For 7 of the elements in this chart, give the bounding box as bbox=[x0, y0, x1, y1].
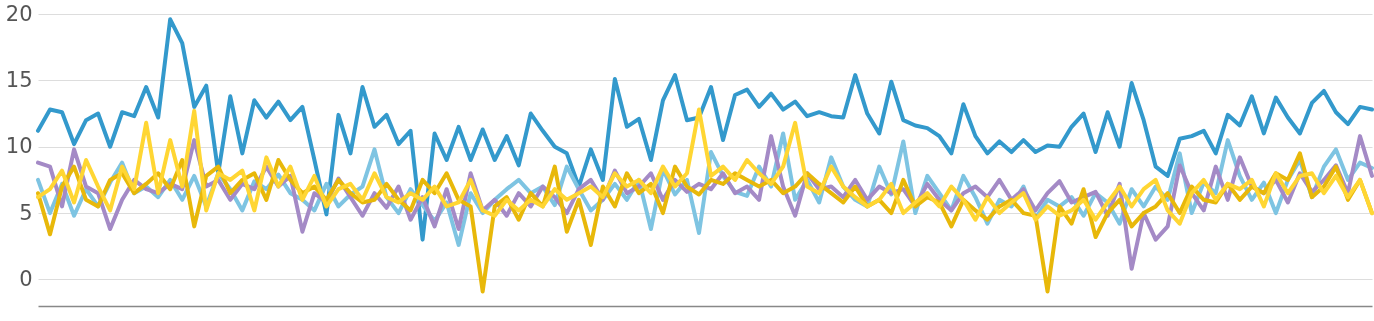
y-tick-label: 10 bbox=[5, 134, 33, 159]
y-tick-label: 15 bbox=[5, 67, 33, 92]
y-tick-label: 5 bbox=[19, 200, 33, 225]
y-tick-label: 0 bbox=[19, 266, 33, 291]
line-series bbox=[36, 107, 1374, 226]
line-series bbox=[36, 17, 1374, 242]
y-tick-label: 20 bbox=[5, 1, 33, 26]
